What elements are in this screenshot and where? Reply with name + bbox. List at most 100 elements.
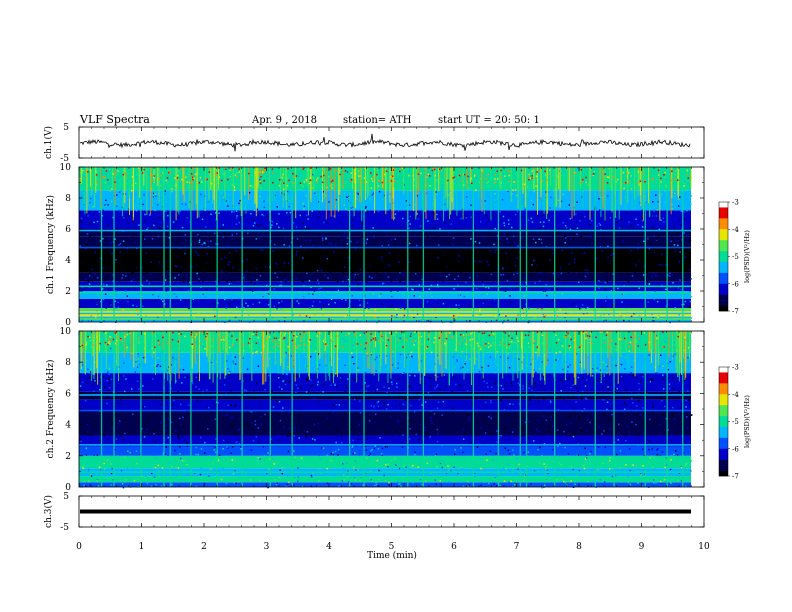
psd-speckle <box>372 235 374 238</box>
psd-speckle <box>131 176 134 178</box>
psd-speckle <box>629 341 632 344</box>
psd-speckle <box>661 400 663 402</box>
psd-speckle <box>243 389 246 391</box>
psd-speckle <box>381 256 383 258</box>
psd-speckle <box>634 271 636 273</box>
psd-speckle-high <box>293 176 295 178</box>
sferic-spike <box>349 167 351 322</box>
psd-speckle <box>364 294 366 297</box>
psd-speckle <box>493 371 496 374</box>
psd-speckle <box>662 217 665 220</box>
psd-speckle <box>247 464 249 466</box>
psd-speckle <box>545 419 547 421</box>
psd-speckle <box>503 222 505 224</box>
psd-speckle <box>654 290 656 293</box>
psd-speckle <box>398 467 401 470</box>
psd-speckle <box>642 407 644 409</box>
psd-speckle <box>141 300 144 302</box>
psd-speckle <box>343 440 346 442</box>
psd-speckle <box>484 420 486 423</box>
psd-speckle <box>235 207 238 209</box>
psd-speckle <box>522 241 525 243</box>
psd-speckle <box>502 239 504 242</box>
emission-streak <box>182 167 184 195</box>
emission-streak <box>627 167 629 184</box>
psd-speckle <box>293 430 296 433</box>
psd-speckle <box>428 482 431 485</box>
psd-speckle <box>498 314 501 316</box>
psd-speckle <box>437 257 439 259</box>
psd-speckle <box>360 467 362 470</box>
psd-speckle <box>488 365 491 368</box>
psd-speckle <box>98 208 101 211</box>
psd-speckle <box>680 403 683 406</box>
psd-speckle <box>143 194 145 196</box>
psd-speckle <box>279 469 281 472</box>
psd-speckle <box>323 248 325 251</box>
psd-speckle <box>202 281 204 283</box>
psd-speckle <box>310 385 312 388</box>
sferic-spike <box>241 167 243 322</box>
psd-speckle <box>184 239 187 241</box>
psd-speckle <box>105 199 107 202</box>
psd-speckle <box>592 420 595 422</box>
psd-speckle <box>105 307 107 309</box>
psd-speckle-high <box>469 175 472 177</box>
psd-speckle <box>496 228 499 231</box>
psd-speckle <box>96 480 98 482</box>
psd-speckle-high <box>371 178 373 180</box>
psd-speckle <box>527 451 530 453</box>
psd-speckle <box>468 243 471 245</box>
psd-speckle-high <box>299 182 302 184</box>
psd-speckle <box>426 462 429 464</box>
psd-speckle <box>408 227 410 229</box>
psd-speckle <box>245 389 248 392</box>
psd-speckle <box>179 210 182 213</box>
psd-speckle-high <box>452 177 454 179</box>
psd-speckle <box>335 265 338 267</box>
psd-speckle <box>634 206 636 209</box>
psd-speckle <box>191 382 194 385</box>
psd-speckle <box>434 296 437 298</box>
psd-speckle <box>247 466 250 469</box>
psd-speckle <box>579 429 582 431</box>
psd-speckle <box>576 387 578 389</box>
emission-streak <box>631 167 633 211</box>
psd-speckle <box>369 453 371 455</box>
psd-speckle <box>289 200 292 203</box>
psd-speckle <box>407 177 410 180</box>
psd-speckle-high <box>295 175 298 177</box>
psd-speckle <box>207 240 209 243</box>
psd-speckle-high <box>89 169 91 171</box>
psd-speckle <box>203 242 206 244</box>
psd-speckle <box>184 427 186 429</box>
psd-speckle <box>641 374 643 376</box>
psd-speckle <box>348 430 350 432</box>
psd-speckle <box>444 222 447 224</box>
psd-speckle <box>671 242 673 245</box>
psd-speckle <box>142 203 144 206</box>
psd-speckle <box>318 288 320 290</box>
psd-speckle <box>315 288 318 291</box>
psd-speckle <box>689 300 692 303</box>
psd-speckle <box>518 403 521 405</box>
psd-speckle <box>468 484 471 486</box>
emission-streak <box>208 167 210 200</box>
psd-speckle <box>183 268 186 271</box>
psd-speckle <box>586 468 588 470</box>
psd-speckle <box>214 234 216 237</box>
psd-speckle <box>205 201 207 204</box>
emission-streak <box>414 167 416 191</box>
psd-speckle <box>468 358 471 360</box>
psd-speckle-high <box>533 167 535 170</box>
psd-speckle <box>557 273 559 275</box>
psd-speckle <box>395 316 398 319</box>
psd-speckle <box>479 221 482 223</box>
psd-speckle-high <box>531 177 533 180</box>
psd-speckle-high <box>428 175 431 177</box>
psd-speckle <box>631 421 633 423</box>
psd-speckle <box>262 199 264 202</box>
psd-speckle-high <box>288 179 290 182</box>
psd-speckle <box>161 265 163 268</box>
emission-streak <box>196 167 198 219</box>
